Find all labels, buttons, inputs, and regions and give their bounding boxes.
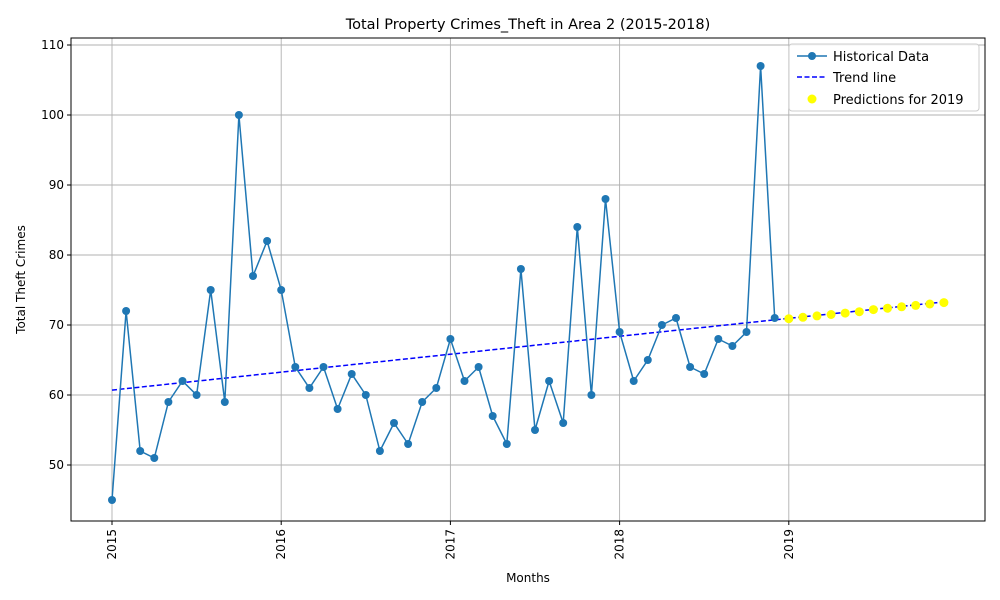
trend-line [111, 301, 944, 391]
historical-point [404, 440, 413, 448]
historical-point [249, 272, 257, 280]
prediction-point [911, 300, 921, 310]
historical-point [192, 391, 201, 399]
y-axis-ticks: 50 60 70 80 90 100 110 [41, 38, 71, 472]
y-tick-label: 80 [49, 248, 64, 262]
historical-point [502, 440, 511, 448]
historical-point [178, 377, 187, 385]
legend-trend-label: Trend line [832, 71, 896, 86]
historical-point [728, 342, 737, 350]
y-tick-label: 90 [49, 178, 64, 192]
chart-title: Total Property Crimes_Theft in Area 2 (2… [345, 17, 711, 33]
historical-series-layer [108, 62, 779, 504]
plot-frame [70, 37, 986, 522]
historical-point [375, 447, 384, 455]
historical-point [615, 328, 624, 336]
historical-point [122, 307, 131, 315]
x-tick-label: 2019 [782, 529, 796, 560]
historical-point [333, 405, 342, 413]
prediction-point [868, 305, 878, 315]
historical-point [657, 321, 666, 329]
historical-point [700, 370, 709, 378]
x-tick-label: 2016 [274, 529, 288, 560]
y-tick-label: 50 [49, 458, 64, 472]
grid [71, 38, 985, 521]
historical-point [108, 496, 116, 504]
historical-point [446, 335, 455, 343]
historical-point [390, 419, 398, 427]
historical-point [742, 328, 751, 336]
legend-historical-marker [808, 52, 816, 60]
y-tick-label: 70 [49, 318, 64, 332]
prediction-point [883, 303, 892, 313]
historical-point [361, 391, 370, 399]
historical-point [291, 363, 300, 371]
legend-predictions-marker [807, 94, 817, 104]
historical-point [277, 286, 286, 294]
historical-point [432, 384, 441, 392]
historical-point [460, 377, 469, 385]
prediction-point [897, 302, 907, 312]
historical-point [263, 237, 272, 245]
historical-point [347, 370, 356, 378]
historical-point [136, 447, 145, 455]
historical-point [587, 391, 596, 399]
x-tick-label: 2018 [613, 529, 627, 560]
historical-point [686, 363, 695, 371]
y-axis-label: Total Theft Crimes [14, 225, 28, 335]
historical-point [531, 426, 539, 434]
historical-point [150, 454, 159, 462]
y-tick-label: 60 [49, 388, 64, 402]
y-tick-label: 100 [41, 108, 64, 122]
historical-point [770, 314, 779, 322]
historical-point [206, 286, 215, 294]
historical-point [305, 384, 314, 392]
trend-line-layer [111, 301, 944, 391]
historical-point [559, 419, 568, 427]
prediction-point [784, 314, 794, 324]
historical-point [629, 377, 638, 385]
x-tick-label: 2017 [443, 529, 457, 560]
x-axis-ticks: 2015 2016 2017 2018 2019 [105, 521, 796, 560]
historical-point [756, 62, 765, 70]
historical-point [488, 412, 497, 420]
x-tick-label: 2015 [105, 529, 119, 560]
historical-point [164, 398, 173, 406]
historical-point [516, 265, 525, 273]
prediction-series-layer [784, 298, 949, 324]
prediction-point [925, 299, 935, 309]
x-axis-label: Months [506, 571, 550, 585]
y-tick-label: 110 [41, 38, 64, 52]
prediction-point [798, 312, 808, 322]
historical-point [545, 377, 554, 385]
prediction-point [812, 311, 822, 321]
historical-point [643, 356, 652, 364]
prediction-point [826, 310, 836, 319]
legend-box [788, 43, 980, 112]
historical-point [573, 223, 582, 231]
prediction-point [939, 298, 949, 308]
historical-point [220, 398, 229, 406]
historical-point [714, 335, 723, 343]
historical-point [601, 195, 610, 203]
historical-point [418, 398, 427, 406]
historical-point [234, 111, 243, 119]
historical-point [319, 363, 328, 371]
historical-point [672, 314, 680, 322]
historical-point [474, 363, 483, 371]
legend-historical-label: Historical Data [833, 50, 929, 65]
prediction-point [854, 307, 864, 317]
legend: Historical Data Trend line Predictions f… [788, 43, 980, 112]
legend-predictions-label: Predictions for 2019 [833, 93, 964, 108]
prediction-point [840, 308, 850, 318]
